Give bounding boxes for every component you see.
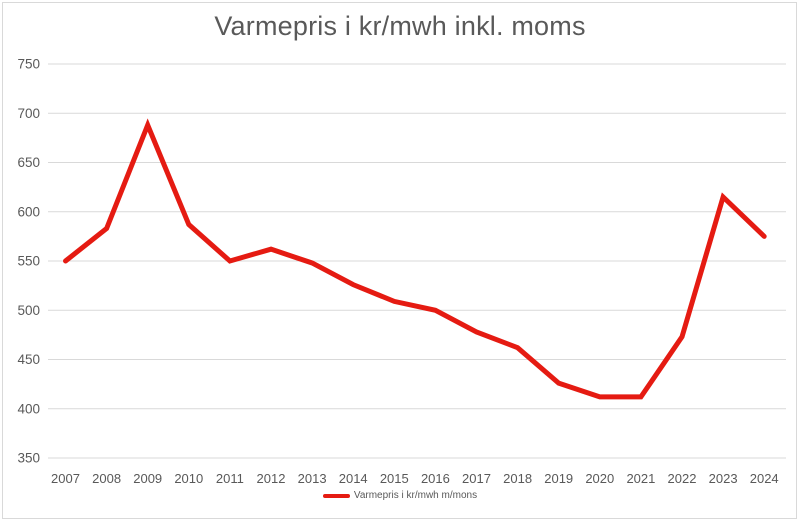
y-axis-tick-label: 500 xyxy=(17,303,40,318)
x-axis-tick-label: 2024 xyxy=(750,471,779,486)
y-axis-tick-label: 350 xyxy=(17,451,40,466)
x-axis-tick-label: 2015 xyxy=(380,471,409,486)
x-axis-tick-label: 2016 xyxy=(421,471,450,486)
x-axis-tick-label: 2020 xyxy=(585,471,614,486)
y-axis-tick-label: 650 xyxy=(17,155,40,170)
legend-line-marker-icon xyxy=(322,493,350,498)
x-axis-tick-label: 2021 xyxy=(626,471,655,486)
y-axis-tick-label: 750 xyxy=(17,57,40,72)
x-axis-tick-label: 2023 xyxy=(709,471,738,486)
x-axis-tick-label: 2008 xyxy=(92,471,121,486)
y-axis-tick-label: 600 xyxy=(17,204,40,219)
y-axis-tick-label: 700 xyxy=(17,106,40,121)
x-axis-tick-label: 2017 xyxy=(462,471,491,486)
price-line-series xyxy=(63,118,767,400)
x-axis-tick-label: 2012 xyxy=(257,471,286,486)
x-axis-tick-label: 2007 xyxy=(51,471,80,486)
x-axis-tick-label: 2010 xyxy=(174,471,203,486)
x-axis-tick-label: 2014 xyxy=(339,471,368,486)
x-axis-tick-label: 2019 xyxy=(544,471,573,486)
x-axis-tick-label: 2013 xyxy=(298,471,327,486)
legend-label: Varmepris i kr/mwh m/mons xyxy=(353,490,478,501)
x-axis-tick-label: 2018 xyxy=(503,471,532,486)
y-axis-tick-label: 450 xyxy=(17,352,40,367)
chart-title: Varmepris i kr/mwh inkl. moms xyxy=(214,11,586,41)
x-axis-tick-label: 2009 xyxy=(133,471,162,486)
x-axis-tick-label: 2022 xyxy=(668,471,697,486)
legend: Varmepris i kr/mwh m/mons xyxy=(0,490,800,501)
y-axis-tick-label: 550 xyxy=(17,254,40,269)
y-axis-tick-label: 400 xyxy=(17,401,40,416)
x-axis-tick-label: 2011 xyxy=(216,471,244,486)
